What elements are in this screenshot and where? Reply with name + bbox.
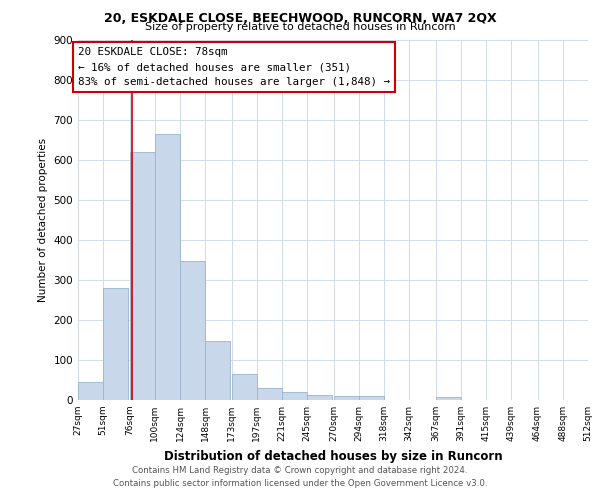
Text: Size of property relative to detached houses in Runcorn: Size of property relative to detached ho… <box>145 22 455 32</box>
Bar <box>282 392 307 400</box>
X-axis label: Distribution of detached houses by size in Runcorn: Distribution of detached houses by size … <box>164 450 502 462</box>
Bar <box>180 261 205 400</box>
Bar <box>334 396 359 400</box>
Bar <box>307 395 332 400</box>
Bar <box>205 341 230 400</box>
Bar <box>103 288 128 400</box>
Text: 20 ESKDALE CLOSE: 78sqm
← 16% of detached houses are smaller (351)
83% of semi-d: 20 ESKDALE CLOSE: 78sqm ← 16% of detache… <box>78 47 390 87</box>
Bar <box>359 396 384 400</box>
Bar <box>436 397 461 400</box>
Y-axis label: Number of detached properties: Number of detached properties <box>38 138 48 302</box>
Bar <box>78 382 103 400</box>
Text: 20, ESKDALE CLOSE, BEECHWOOD, RUNCORN, WA7 2QX: 20, ESKDALE CLOSE, BEECHWOOD, RUNCORN, W… <box>104 12 496 24</box>
Bar <box>155 134 180 400</box>
Bar <box>257 388 282 400</box>
Text: Contains HM Land Registry data © Crown copyright and database right 2024.
Contai: Contains HM Land Registry data © Crown c… <box>113 466 487 487</box>
Bar <box>232 374 257 400</box>
Bar <box>130 152 155 400</box>
